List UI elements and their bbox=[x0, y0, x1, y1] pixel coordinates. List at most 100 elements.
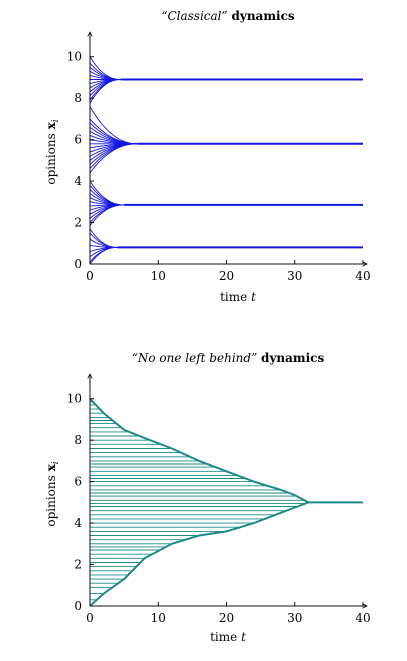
opinion-trajectory bbox=[90, 470, 363, 503]
opinion-trajectory bbox=[89, 184, 363, 206]
opinion-trajectory bbox=[90, 501, 363, 507]
opinion-trajectory bbox=[90, 501, 363, 548]
opinion-trajectory bbox=[90, 492, 363, 503]
no-one-left-behind-panel: “No one left behind” dynamics 0 10 20 30 400… bbox=[44, 351, 371, 644]
opinion-trajectory bbox=[89, 228, 363, 248]
opinion-trajectory bbox=[89, 143, 363, 153]
opinion-trajectory bbox=[90, 501, 363, 512]
y-tick-label: 4 bbox=[74, 516, 82, 530]
y-tick-label: 2 bbox=[74, 558, 82, 572]
opinion-trajectory bbox=[90, 499, 363, 503]
panel1-axes: 0 10 20 30 40 0 2 4 6 8 10 bbox=[67, 32, 371, 283]
opinion-trajectory bbox=[89, 143, 363, 161]
x-tick-label: 20 bbox=[219, 611, 234, 625]
opinion-trajectory bbox=[89, 246, 363, 265]
opinion-trajectory bbox=[89, 193, 363, 206]
opinion-trajectory bbox=[90, 474, 363, 503]
x-tick-label: 40 bbox=[355, 269, 370, 283]
opinion-trajectory bbox=[89, 126, 363, 145]
opinion-trajectory bbox=[89, 79, 363, 101]
x-tick-label: 10 bbox=[151, 269, 166, 283]
opinion-trajectory bbox=[90, 501, 363, 524]
opinion-trajectory bbox=[89, 118, 363, 145]
opinion-trajectory bbox=[90, 501, 363, 555]
opinion-trajectory bbox=[90, 466, 363, 503]
opinion-trajectory bbox=[90, 501, 363, 516]
opinion-trajectory bbox=[89, 398, 363, 503]
y-tick-label: 8 bbox=[74, 433, 82, 447]
panel1-ylabel: opinions xi bbox=[44, 119, 61, 184]
y-tick-label: 6 bbox=[74, 133, 82, 147]
y-tick-label: 8 bbox=[74, 91, 82, 105]
x-tick-label: 30 bbox=[287, 611, 302, 625]
opinion-trajectory bbox=[90, 495, 363, 503]
panel2-xlabel: time t bbox=[210, 630, 246, 644]
opinion-trajectory bbox=[89, 135, 363, 145]
lower-envelope bbox=[89, 501, 309, 607]
classical-dynamics-panel: “Classical” dynamics 0 10 20 30 40 0 2 4 6 8 10 ti… bbox=[44, 9, 371, 304]
opinion-trajectory bbox=[89, 204, 363, 226]
x-tick-label: 20 bbox=[219, 269, 234, 283]
x-tick-label: 30 bbox=[287, 269, 302, 283]
opinion-trajectory bbox=[89, 143, 363, 165]
opinion-trajectory bbox=[89, 122, 363, 145]
opinion-trajectory bbox=[90, 481, 363, 503]
panel1-opinion-trajectories bbox=[89, 56, 363, 265]
y-tick-label: 4 bbox=[74, 174, 82, 188]
opinion-trajectory bbox=[90, 408, 363, 503]
opinion-trajectory bbox=[89, 62, 363, 80]
opinion-trajectory bbox=[89, 189, 363, 206]
opinion-trajectory bbox=[89, 204, 363, 215]
opinion-trajectory bbox=[89, 204, 363, 223]
y-tick-label: 10 bbox=[67, 50, 82, 64]
opinion-trajectory bbox=[89, 79, 363, 93]
opinion-trajectory bbox=[89, 79, 363, 104]
opinion-trajectory bbox=[90, 501, 363, 504]
panel2-title: “No one left behind” dynamics bbox=[132, 351, 325, 365]
opinion-trajectory bbox=[89, 143, 363, 169]
opinion-trajectory bbox=[90, 412, 363, 503]
x-tick-label: 40 bbox=[355, 611, 370, 625]
panel2-axes: 0 10 20 30 40 0 2 4 6 8 10 bbox=[67, 374, 371, 625]
opinion-trajectory bbox=[89, 204, 363, 219]
opinion-trajectory bbox=[89, 180, 363, 206]
opinion-trajectory bbox=[90, 501, 363, 601]
y-tick-label: 2 bbox=[74, 216, 82, 230]
x-tick-label: 0 bbox=[86, 269, 94, 283]
opinion-trajectory bbox=[89, 79, 363, 97]
panel1-xlabel: time t bbox=[220, 290, 256, 304]
opinion-trajectory bbox=[90, 463, 363, 503]
opinion-trajectory bbox=[90, 401, 363, 503]
opinion-trajectory bbox=[90, 501, 363, 580]
opinion-trajectory bbox=[90, 501, 363, 551]
opinion-trajectory bbox=[89, 143, 363, 174]
opinion-trajectory bbox=[90, 489, 363, 503]
opinion-trajectory bbox=[89, 232, 363, 248]
y-tick-label: 0 bbox=[74, 257, 82, 271]
opinion-trajectory bbox=[89, 70, 363, 80]
panel1-title: “Classical” dynamics bbox=[161, 9, 295, 23]
opinion-trajectory bbox=[89, 66, 363, 80]
opinion-trajectory bbox=[89, 130, 363, 145]
opinion-trajectory bbox=[89, 56, 363, 80]
opinion-trajectory bbox=[90, 501, 363, 563]
opinion-trajectory bbox=[90, 478, 363, 503]
y-tick-label: 0 bbox=[74, 599, 82, 613]
y-tick-label: 10 bbox=[67, 392, 82, 406]
opinion-trajectory bbox=[90, 427, 363, 503]
y-tick-label: 6 bbox=[74, 475, 82, 489]
x-tick-label: 0 bbox=[86, 611, 94, 625]
opinion-trajectory bbox=[90, 452, 363, 503]
opinion-trajectory bbox=[90, 501, 363, 572]
opinion-trajectory bbox=[89, 246, 363, 263]
opinion-trajectory bbox=[89, 106, 363, 145]
panel2-ylabel: opinions xi bbox=[44, 461, 61, 526]
opinion-trajectory bbox=[90, 423, 363, 503]
x-tick-label: 10 bbox=[151, 611, 166, 625]
opinion-trajectory bbox=[90, 501, 363, 568]
opinion-trajectory bbox=[89, 246, 363, 258]
opinion-trajectory bbox=[90, 404, 363, 503]
opinion-trajectory bbox=[90, 435, 363, 503]
opinion-trajectory bbox=[90, 501, 363, 595]
panel2-opinion-trajectories bbox=[89, 398, 363, 607]
